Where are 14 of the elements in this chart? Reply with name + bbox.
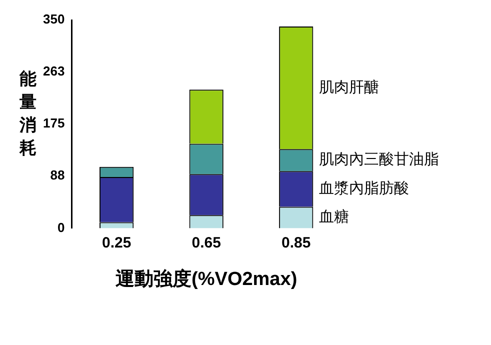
x-tick-label: 0.65 — [192, 234, 221, 252]
y-tick-label: 263 — [42, 63, 65, 78]
series-label: 肌肉肝醣 — [319, 78, 380, 96]
x-tick-label: 0.85 — [282, 234, 311, 252]
y-tick-label: 175 — [42, 116, 65, 131]
x-tick-label: 0.25 — [102, 234, 132, 252]
series-label: 血糖 — [319, 208, 350, 226]
x-axis-title: 運動強度(%VO2max) — [114, 268, 298, 290]
y-tick-label: 88 — [50, 167, 65, 182]
y-axis-title: 能量消耗 — [18, 69, 36, 158]
y-tick-label: 350 — [42, 12, 65, 27]
series-label: 肌肉內三酸甘油脂 — [319, 151, 440, 168]
series-label: 血漿內脂肪酸 — [319, 180, 410, 198]
y-tick-label: 0 — [57, 220, 65, 235]
